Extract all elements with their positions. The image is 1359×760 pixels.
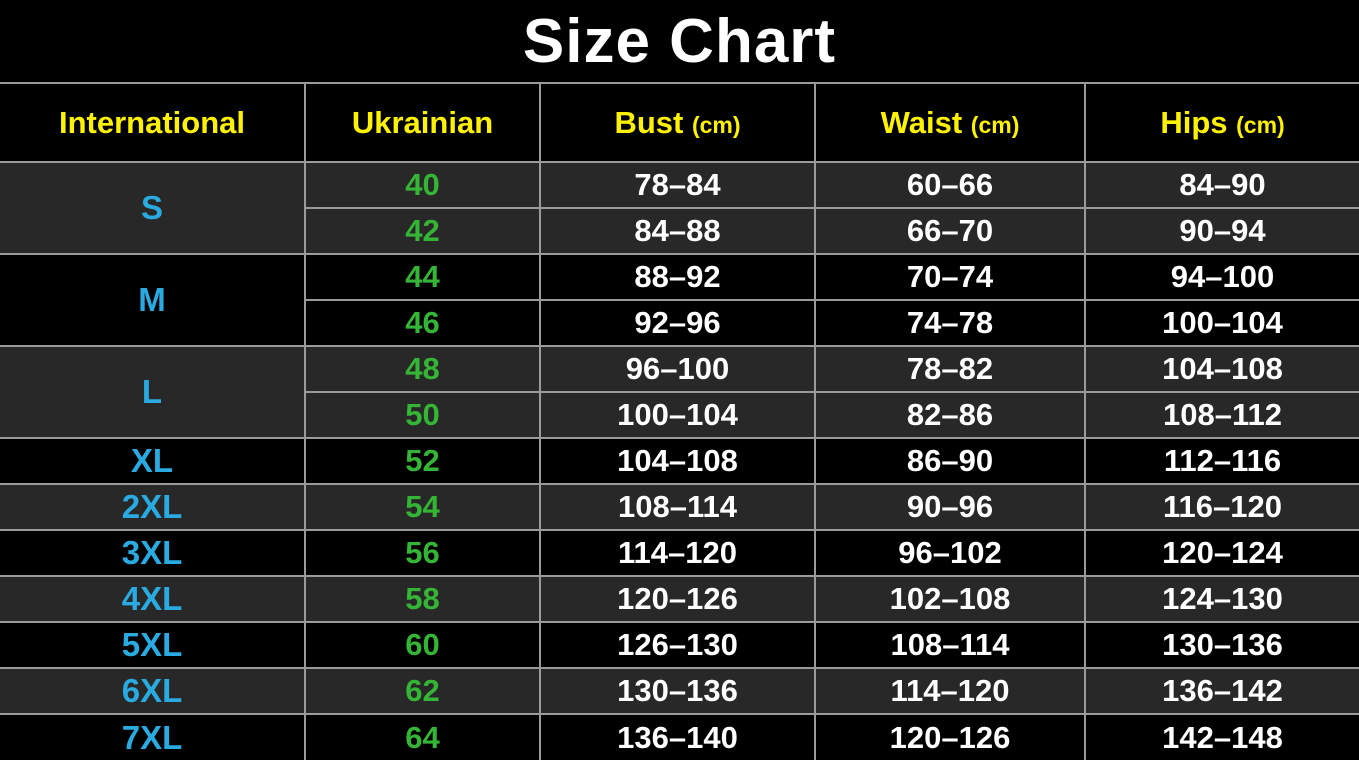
waist-cell: 74–78 [814,299,1086,347]
international-size-cell: 2XL [0,483,306,531]
waist-cell: 114–120 [814,667,1086,715]
hips-cell: 142–148 [1084,713,1359,760]
ukrainian-size-cell: 40 [304,161,541,209]
table-row: 4XL 58 120–126 102–108 124–130 [0,575,1359,623]
hips-cell: 104–108 [1084,345,1359,393]
bust-cell: 136–140 [539,713,816,760]
international-size-cell: S [0,161,306,255]
table-row: 6XL 62 130–136 114–120 136–142 [0,667,1359,715]
waist-cell: 102–108 [814,575,1086,623]
table-row: L 48 96–100 78–82 104–108 [0,345,1359,439]
hips-cell: 100–104 [1084,299,1359,347]
column-header-ukrainian: Ukrainian [304,82,541,163]
hips-cell: 136–142 [1084,667,1359,715]
column-header-international: International [0,82,306,163]
column-header-label: International [58,104,245,140]
international-size-cell: M [0,253,306,347]
column-header-label: Bust [614,104,684,140]
waist-cell: 86–90 [814,437,1086,485]
hips-cell: 90–94 [1084,207,1359,255]
ukrainian-size-cell: 46 [304,299,541,347]
ukrainian-size-cell: 42 [304,207,541,255]
header-row: International Ukrainian Bust (cm) Waist (cm… [0,82,1359,163]
waist-cell: 60–66 [814,161,1086,209]
bust-cell: 114–120 [539,529,816,577]
table-body: S 40 78–84 60–66 84–90 42 84–88 66–70 90–94 M 44 88… [0,161,1359,760]
column-header-hips: Hips (cm) [1084,82,1359,163]
table-row: 2XL 54 108–114 90–96 116–120 [0,483,1359,531]
table-row: 5XL 60 126–130 108–114 130–136 [0,621,1359,669]
column-header-unit: (cm) [970,111,1020,138]
table-row: XL 52 104–108 86–90 112–116 [0,437,1359,485]
ukrainian-size-cell: 54 [304,483,541,531]
hips-cell: 112–116 [1084,437,1359,485]
column-header-label: Ukrainian [351,104,494,140]
bust-cell: 130–136 [539,667,816,715]
ukrainian-size-cell: 62 [304,667,541,715]
waist-cell: 82–86 [814,391,1086,439]
size-chart-table: International Ukrainian Bust (cm) Waist (cm… [0,82,1359,760]
international-size-cell: L [0,345,306,439]
waist-cell: 90–96 [814,483,1086,531]
bust-cell: 108–114 [539,483,816,531]
bust-cell: 92–96 [539,299,816,347]
table-row: 46 92–96 74–78 100–104 [0,299,1359,347]
column-header-label: Waist [880,104,963,140]
bust-cell: 84–88 [539,207,816,255]
table-row: 7XL 64 136–140 120–126 142–148 [0,713,1359,760]
ukrainian-size-cell: 48 [304,345,541,393]
bust-cell: 120–126 [539,575,816,623]
ukrainian-size-cell: 60 [304,621,541,669]
table-row: M 44 88–92 70–74 94–100 [0,253,1359,347]
bust-cell: 88–92 [539,253,816,301]
column-header-unit: (cm) [1236,111,1285,138]
ukrainian-size-cell: 50 [304,391,541,439]
waist-cell: 108–114 [814,621,1086,669]
ukrainian-size-cell: 64 [304,713,541,760]
waist-cell: 66–70 [814,207,1086,255]
column-header-unit: (cm) [691,111,741,138]
bust-cell: 126–130 [539,621,816,669]
table-row: 42 84–88 66–70 90–94 [0,207,1359,255]
hips-cell: 116–120 [1084,483,1359,531]
international-size-cell: 5XL [0,621,306,669]
international-size-cell: 4XL [0,575,306,623]
column-header-label: Hips [1160,104,1228,140]
ukrainian-size-cell: 58 [304,575,541,623]
table-row: 3XL 56 114–120 96–102 120–124 [0,529,1359,577]
international-size-cell: XL [0,437,306,485]
hips-cell: 120–124 [1084,529,1359,577]
column-header-bust: Bust (cm) [539,82,816,163]
waist-cell: 120–126 [814,713,1086,760]
ukrainian-size-cell: 56 [304,529,541,577]
international-size-cell: 6XL [0,667,306,715]
waist-cell: 78–82 [814,345,1086,393]
bust-cell: 78–84 [539,161,816,209]
table-row: S 40 78–84 60–66 84–90 [0,161,1359,255]
waist-cell: 70–74 [814,253,1086,301]
hips-cell: 84–90 [1084,161,1359,209]
column-header-waist: Waist (cm) [814,82,1086,163]
bust-cell: 100–104 [539,391,816,439]
ukrainian-size-cell: 44 [304,253,541,301]
page-title: Size Chart [522,7,837,76]
international-size-cell: 3XL [0,529,306,577]
hips-cell: 108–112 [1084,391,1359,439]
bust-cell: 96–100 [539,345,816,393]
hips-cell: 130–136 [1084,621,1359,669]
table-row: 50 100–104 82–86 108–112 [0,391,1359,439]
waist-cell: 96–102 [814,529,1086,577]
hips-cell: 124–130 [1084,575,1359,623]
international-size-cell: 7XL [0,713,306,760]
hips-cell: 94–100 [1084,253,1359,301]
bust-cell: 104–108 [539,437,816,485]
ukrainian-size-cell: 52 [304,437,541,485]
